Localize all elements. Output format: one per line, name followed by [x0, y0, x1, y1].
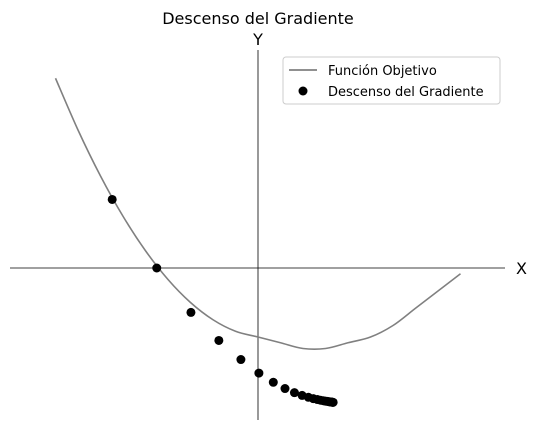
- gradient-step-point: [107, 194, 117, 204]
- gradient-step-point: [268, 377, 278, 387]
- legend: Función Objetivo Descenso del Gradiente: [282, 56, 501, 105]
- objective-function-line: [54, 77, 461, 351]
- gradient-step-point: [254, 368, 264, 378]
- chart-title: Descenso del Gradiente: [162, 9, 354, 28]
- legend-entry-objective: Función Objetivo: [328, 64, 437, 79]
- gradient-step-point: [236, 355, 246, 365]
- gradient-step-point: [328, 397, 338, 407]
- gradient-step-point: [152, 263, 162, 273]
- gradient-step-point: [289, 388, 299, 398]
- gradient-step-point: [280, 384, 290, 394]
- x-axis-label: X: [516, 259, 527, 278]
- y-axis-label: Y: [252, 30, 263, 49]
- gradient-step-point: [186, 307, 196, 317]
- legend-dot-swatch: [298, 86, 308, 96]
- series-layer: [54, 77, 461, 407]
- legend-frame: [282, 56, 501, 105]
- gradient-step-point: [214, 335, 224, 345]
- legend-entry-gradient: Descenso del Gradiente: [328, 85, 484, 100]
